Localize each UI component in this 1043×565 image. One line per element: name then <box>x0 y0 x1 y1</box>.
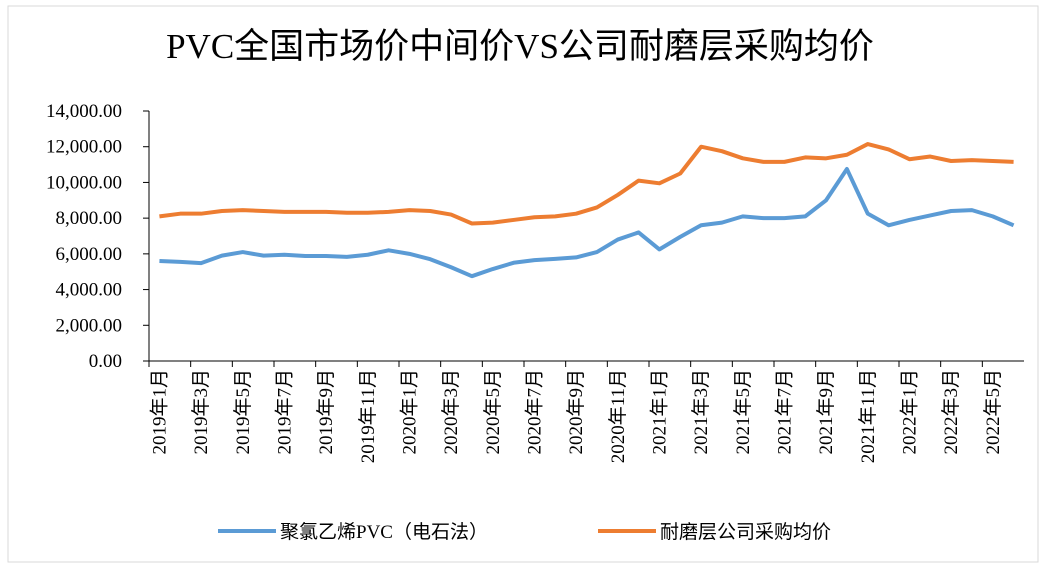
x-tick-label: 2022年1月 <box>898 369 920 455</box>
x-tick-label: 2019年5月 <box>232 369 254 455</box>
y-tick-label: 14,000.00 <box>46 101 122 122</box>
y-tick-label: 8,000.00 <box>56 208 123 229</box>
x-tick-label: 2021年5月 <box>732 369 754 455</box>
x-tick-label: 2021年3月 <box>690 369 712 455</box>
y-tick-label: 0.00 <box>89 351 122 372</box>
chart-title: PVC全国市场价中间价VS公司耐磨层采购均价 <box>166 27 874 66</box>
x-tick-label: 2020年11月 <box>607 369 629 463</box>
y-tick-label: 2,000.00 <box>56 315 123 336</box>
x-tick-label: 2022年5月 <box>982 369 1004 455</box>
line-series <box>159 142 1014 226</box>
x-tick-label: 2019年9月 <box>315 369 337 455</box>
line-series <box>159 167 1015 279</box>
x-tick-label: 2020年3月 <box>440 369 462 455</box>
x-tick-label: 2019年7月 <box>273 369 295 455</box>
x-tick-label: 2021年7月 <box>773 369 795 455</box>
legend-label: 耐磨层公司采购均价 <box>660 521 831 543</box>
x-tick-label: 2020年7月 <box>523 369 545 455</box>
x-tick-label: 2021年9月 <box>815 369 837 455</box>
y-tick-label: 4,000.00 <box>56 280 123 301</box>
y-tick-label: 6,000.00 <box>56 244 123 265</box>
x-tick-label: 2020年9月 <box>565 369 587 455</box>
x-tick-label: 2021年1月 <box>648 369 670 455</box>
legend-label: 聚氯乙烯PVC（电石法） <box>280 521 488 543</box>
y-tick-label: 10,000.00 <box>46 172 122 193</box>
x-tick-label: 2022年3月 <box>940 369 962 455</box>
x-tick-label: 2019年3月 <box>190 369 212 455</box>
chart-frame <box>7 5 1039 563</box>
x-tick-label: 2020年1月 <box>398 369 420 455</box>
x-tick-label: 2020年5月 <box>482 369 504 455</box>
y-tick-label: 12,000.00 <box>46 137 122 158</box>
x-tick-label: 2019年11月 <box>357 369 379 463</box>
x-tick-label: 2021年11月 <box>857 369 879 463</box>
x-tick-label: 2019年1月 <box>148 369 170 455</box>
